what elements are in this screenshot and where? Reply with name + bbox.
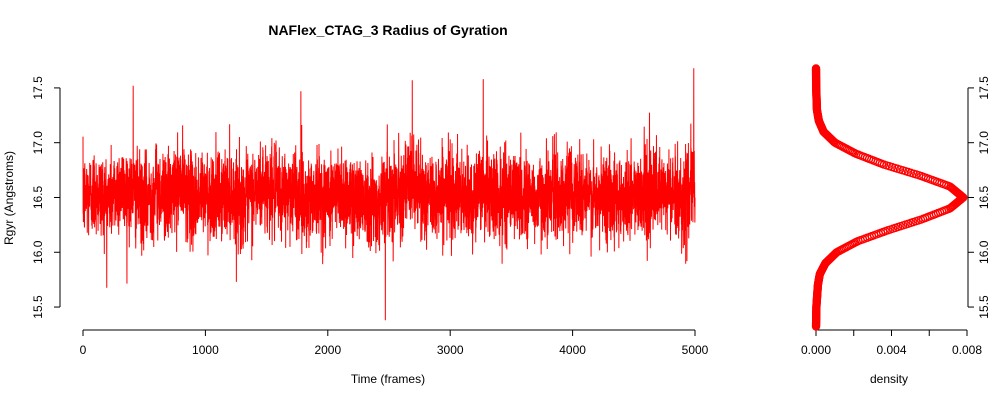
x-tick-label: 2000 — [314, 343, 341, 357]
density-x-tick-label: 0.000 — [801, 343, 831, 357]
x-axis-title: Time (frames) — [351, 372, 425, 386]
density-points — [811, 64, 968, 331]
density-y-tick-label: 17.0 — [977, 131, 991, 155]
y-axis-title: Rgyr (Angstroms) — [2, 151, 16, 245]
density-y-tick-label: 16.5 — [977, 185, 991, 209]
y-tick-label: 15.5 — [31, 295, 45, 319]
density-y-tick-label: 15.5 — [977, 295, 991, 319]
x-tick-label: 5000 — [682, 343, 709, 357]
x-tick-label: 3000 — [437, 343, 464, 357]
y-tick-label: 16.5 — [31, 185, 45, 209]
density-point — [811, 64, 821, 73]
density-y-axis: 15.5 16.0 16.5 17.0 17.5 — [967, 76, 991, 319]
time-series-panel: 0 1000 2000 3000 4000 5000 15.5 16.0 16.5 17.0 17… — [2, 68, 709, 386]
x-tick-label: 0 — [80, 343, 87, 357]
rgyr-series-line — [82, 68, 696, 321]
density-y-tick-label: 17.5 — [977, 76, 991, 100]
density-y-tick-label: 16.0 — [977, 240, 991, 264]
density-x-axis-title: density — [870, 372, 908, 386]
y-tick-label: 16.0 — [31, 240, 45, 264]
y-axis: 15.5 16.0 16.5 17.0 17.5 — [31, 76, 61, 319]
density-x-axis: 0.000 0.004 0.008 — [801, 329, 982, 357]
y-tick-label: 17.0 — [31, 131, 45, 155]
x-axis: 0 1000 2000 3000 4000 5000 — [80, 329, 709, 357]
density-panel: 0.000 0.004 0.008 15.5 16.0 16.5 17.0 17.5 den… — [801, 64, 991, 386]
density-x-tick-label: 0.004 — [876, 343, 906, 357]
y-tick-label: 17.5 — [31, 76, 45, 100]
density-x-tick-label: 0.008 — [952, 343, 982, 357]
x-tick-label: 4000 — [559, 343, 586, 357]
chart-title: NAFlex_CTAG_3 Radius of Gyration — [268, 22, 507, 38]
x-tick-label: 1000 — [192, 343, 219, 357]
